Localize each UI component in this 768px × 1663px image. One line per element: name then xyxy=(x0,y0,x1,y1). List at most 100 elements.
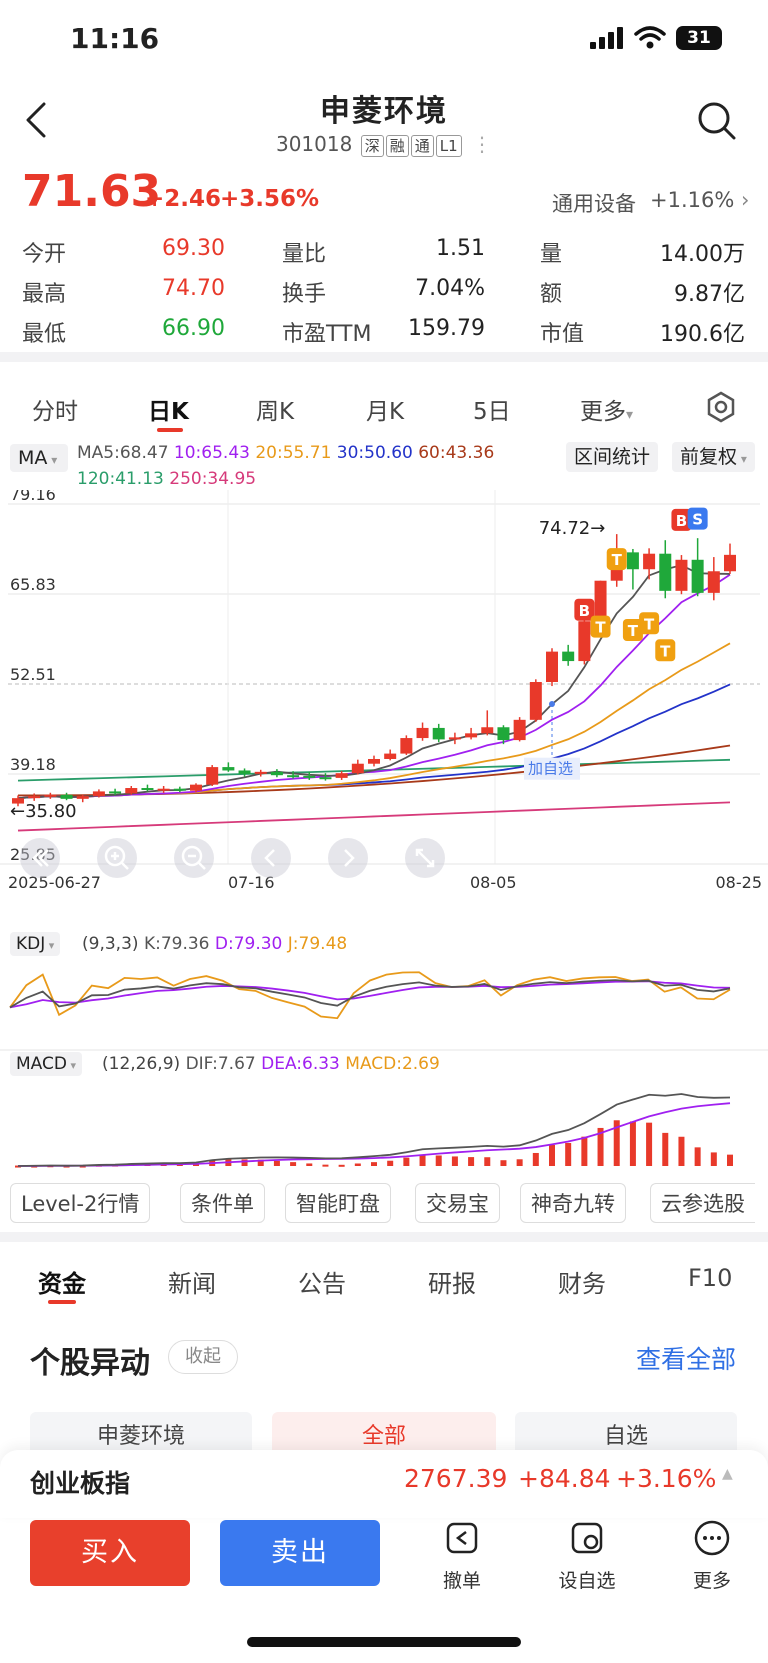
current-price: 71.63 xyxy=(22,166,162,217)
fullscreen-button[interactable] xyxy=(405,838,445,878)
tab-research[interactable]: 研报 xyxy=(428,1270,476,1298)
candle-body xyxy=(287,775,300,778)
caret-down-icon: ▾ xyxy=(45,939,55,952)
zoom-in-icon xyxy=(104,845,129,870)
collapse-button[interactable]: 收起 xyxy=(168,1340,238,1374)
macd-bar xyxy=(306,1163,313,1166)
candle-body xyxy=(173,788,186,791)
tab-funds[interactable]: 资金 xyxy=(38,1270,86,1298)
chip-condition-order[interactable]: 条件单 xyxy=(180,1183,265,1223)
index-ticker-bar[interactable] xyxy=(0,1450,768,1518)
tab-5day[interactable]: 5日 xyxy=(473,399,511,425)
stat-value: 1.51 xyxy=(436,236,485,261)
sell-button[interactable]: 卖出 xyxy=(220,1520,380,1586)
sector-change[interactable]: +1.16% › xyxy=(650,188,749,212)
adjust-button[interactable]: 前复权 ▾ xyxy=(672,442,755,472)
cancel-order-button[interactable]: 撤单 xyxy=(417,1518,507,1593)
battery-icon: 31 xyxy=(676,26,722,50)
trade-marker-bg xyxy=(606,548,627,571)
macd-dea: DEA:6.33 xyxy=(261,1054,340,1074)
undo-order-icon xyxy=(446,1522,478,1554)
more-button[interactable]: 更多 xyxy=(667,1518,757,1593)
candle-body xyxy=(594,580,607,622)
candle-body xyxy=(190,784,202,791)
trade-marker: S xyxy=(692,511,703,529)
candle-body xyxy=(254,771,267,774)
ma-selector[interactable]: MA ▾ xyxy=(10,444,68,472)
back-button[interactable] xyxy=(22,100,62,144)
stat-label: 量 xyxy=(540,242,563,267)
kdj-selector[interactable]: KDJ ▾ xyxy=(10,932,61,956)
candle-body xyxy=(691,559,704,593)
macd-bar xyxy=(597,1127,604,1166)
y-tick-label: 25.85 xyxy=(10,845,56,864)
more-dots-icon[interactable]: ⋮ xyxy=(472,132,493,156)
candlestick-chart[interactable]: 79.16 65.83 52.51 39.18 25.85 74.72→ ←35.80 加自选… xyxy=(0,490,768,910)
search-button[interactable] xyxy=(696,100,740,144)
macd-bar xyxy=(468,1157,475,1166)
macd-selector[interactable]: MACD ▾ xyxy=(10,1052,82,1076)
add-watch-icon xyxy=(571,1522,603,1554)
home-indicator xyxy=(247,1637,521,1647)
trade-marker: T xyxy=(595,619,606,637)
chip-nine-turn[interactable]: 神奇九转 xyxy=(520,1183,626,1223)
kdj-k: K:79.36 xyxy=(143,934,210,954)
pan-right-button[interactable] xyxy=(328,838,368,878)
separator xyxy=(0,352,768,362)
macd-bar xyxy=(403,1157,410,1166)
macd-bar xyxy=(662,1132,669,1166)
more-label: 更多 xyxy=(692,1570,731,1592)
expand-icon xyxy=(415,848,435,868)
candle-body xyxy=(238,770,251,774)
sector-change-value: +1.16% xyxy=(650,188,735,212)
zoom-in-button[interactable] xyxy=(97,838,137,878)
tab-f10[interactable]: F10 xyxy=(688,1264,733,1292)
candle-body xyxy=(303,775,316,778)
candle-body xyxy=(513,719,526,741)
tab-news[interactable]: 新闻 xyxy=(168,1270,216,1298)
range-stats-button[interactable]: 区间统计 xyxy=(566,442,659,472)
watch-marker-bg xyxy=(524,757,580,780)
pan-start-button[interactable] xyxy=(20,838,60,878)
tab-daily-k[interactable]: 日K xyxy=(148,399,189,425)
kdj-selector-label: KDJ xyxy=(16,934,46,954)
trade-marker: T xyxy=(628,622,639,640)
wifi-icon xyxy=(634,26,666,49)
trade-marker-bg xyxy=(655,639,676,662)
tab-weekly-k[interactable]: 周K xyxy=(256,399,295,425)
macd-dea-line xyxy=(17,1102,731,1167)
cancel-order-label: 撤单 xyxy=(442,1570,481,1592)
caret-down-icon: ▾ xyxy=(626,407,634,423)
kdj-d: D:79.30 xyxy=(214,934,283,954)
tab-announcements[interactable]: 公告 xyxy=(298,1270,346,1298)
zoom-out-button[interactable] xyxy=(174,838,214,878)
chip-level2[interactable]: Level-2行情 xyxy=(10,1183,151,1223)
buy-button[interactable]: 买入 xyxy=(30,1520,190,1586)
chip-stock-picker[interactable]: 云参选股 xyxy=(650,1183,755,1223)
caret-up-icon[interactable]: ▲ xyxy=(722,1466,733,1482)
candle-body xyxy=(384,753,397,759)
kdj-chart[interactable] xyxy=(0,960,768,1052)
macd-params: (12,26,9) xyxy=(102,1054,181,1074)
add-watchlist-button[interactable]: 设自选 xyxy=(542,1518,632,1593)
pan-left-button[interactable] xyxy=(251,838,291,878)
tab-finance[interactable]: 财务 xyxy=(558,1270,606,1298)
tag-tong: 通 xyxy=(410,135,434,157)
tab-intraday[interactable]: 分时 xyxy=(32,399,78,425)
sector-name[interactable]: 通用设备 xyxy=(552,192,636,216)
macd-chart[interactable] xyxy=(0,1080,768,1172)
tab-more[interactable]: 更多▾ xyxy=(580,392,633,426)
candle-body xyxy=(400,738,413,754)
see-all-link[interactable]: 查看全部 xyxy=(636,1345,737,1374)
chip-smart-watch[interactable]: 智能盯盘 xyxy=(285,1183,391,1223)
separator xyxy=(0,1232,768,1242)
price-change: +2.46 xyxy=(145,186,222,212)
candle-body xyxy=(578,621,591,662)
candle-body xyxy=(351,763,364,774)
candle-body xyxy=(12,798,24,804)
chart-settings-button[interactable] xyxy=(704,390,738,428)
chevron-left-icon xyxy=(264,849,275,867)
stat-value: 9.87亿 xyxy=(674,282,745,307)
chip-trade-treasure[interactable]: 交易宝 xyxy=(415,1183,500,1223)
tab-monthly-k[interactable]: 月K xyxy=(366,399,405,425)
